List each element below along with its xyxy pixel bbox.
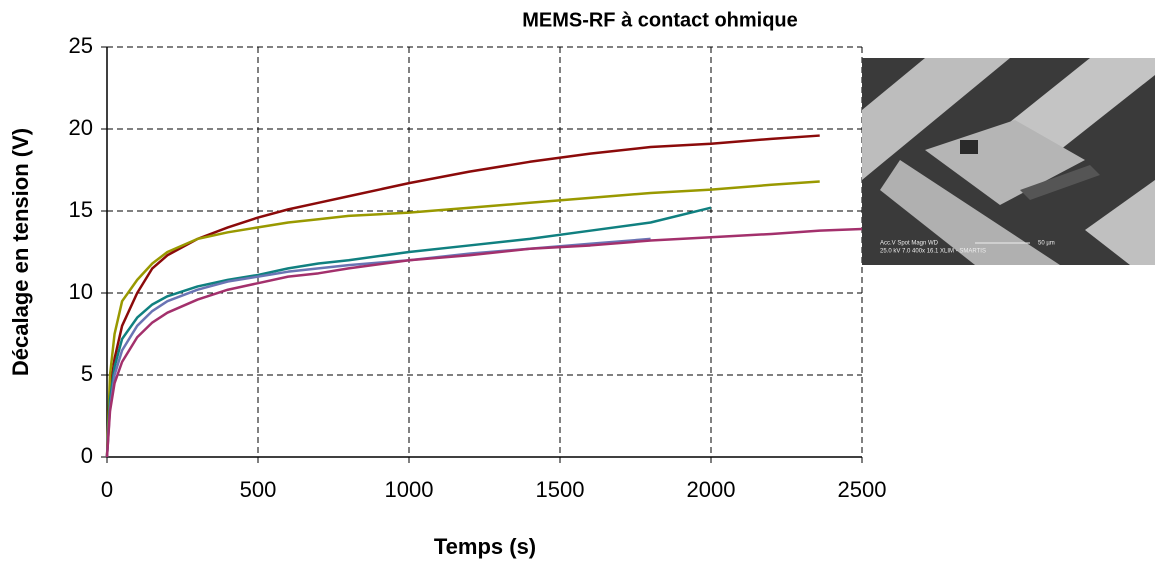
series-line	[105, 180, 820, 458]
x-tick-label: 2000	[687, 477, 736, 502]
y-tick-label: 5	[81, 361, 93, 386]
series-line	[105, 227, 863, 458]
y-tick-label: 20	[69, 115, 93, 140]
x-tick-label: 500	[240, 477, 277, 502]
inset-text: 25.0 kV 7.0 400x 16.1 XLIM - SMARTIS	[880, 249, 986, 255]
y-tick-label: 25	[69, 33, 93, 58]
inset-text: Acc.V Spot Magn WD	[880, 241, 939, 247]
x-tick-label: 2500	[838, 477, 887, 502]
inset-text: 50 µm	[1038, 241, 1055, 247]
series-line	[105, 134, 820, 458]
y-axis-label: Décalage en tension (V)	[8, 128, 33, 376]
series-line	[105, 237, 651, 458]
x-axis-label: Temps (s)	[434, 534, 536, 559]
series-line	[105, 206, 712, 458]
y-tick-label: 10	[69, 279, 93, 304]
x-tick-label: 0	[101, 477, 113, 502]
y-tick-label: 0	[81, 443, 93, 468]
y-tick-label: 15	[69, 197, 93, 222]
x-tick-label: 1000	[385, 477, 434, 502]
x-tick-label: 1500	[536, 477, 585, 502]
chart-title: MEMS-RF à contact ohmique	[522, 9, 798, 31]
sem-inset: Acc.V Spot Magn WD 25.0 kV 7.0 400x 16.1…	[862, 58, 1155, 265]
